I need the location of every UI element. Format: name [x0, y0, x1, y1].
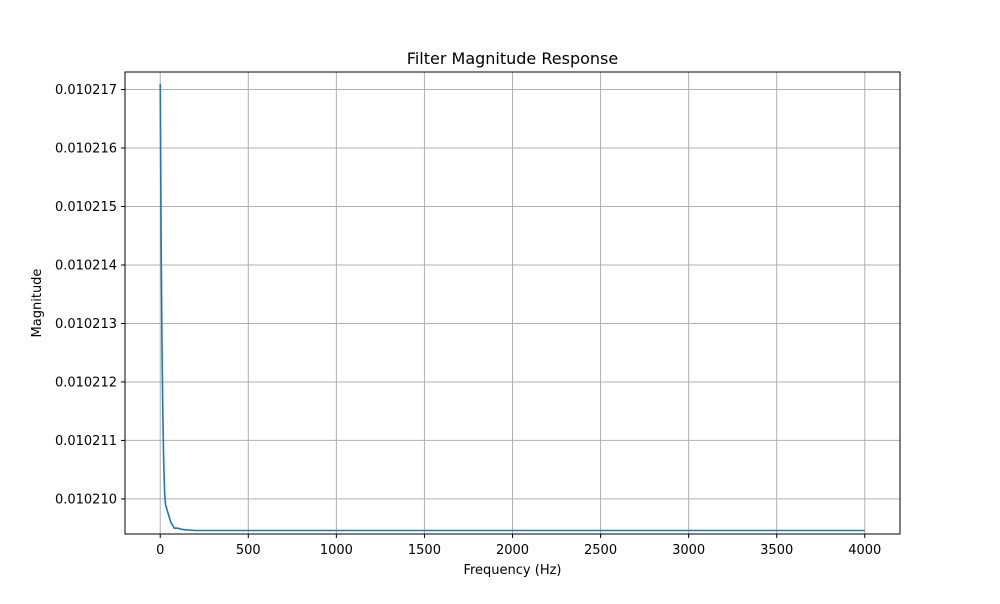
magnitude-series-line [159, 83, 865, 532]
x-tick-label: 500 [236, 543, 261, 558]
x-tick-label: 3000 [672, 543, 705, 558]
y-tick-label: 0.010217 [55, 83, 117, 98]
x-tick-label: 0 [156, 543, 164, 558]
y-axis-label: Magnitude [30, 269, 45, 338]
chart-title: Filter Magnitude Response [407, 49, 618, 68]
x-axis-label: Frequency (Hz) [463, 563, 561, 578]
x-axis-ticks: 0 500 1000 1500 2000 2500 3000 3500 4000 [156, 534, 881, 558]
y-tick-label: 0.010215 [55, 200, 117, 215]
grid [125, 72, 900, 534]
series-layer [159, 83, 865, 532]
y-tick-label: 0.010212 [55, 375, 117, 390]
x-tick-label: 4000 [848, 543, 881, 558]
y-axis-ticks: 0.010210 0.010211 0.010212 0.010213 0.010214… [55, 83, 125, 507]
y-tick-label: 0.010210 [55, 492, 117, 507]
x-tick-label: 2000 [496, 543, 529, 558]
x-tick-label: 1500 [408, 543, 441, 558]
x-tick-label: 3500 [760, 543, 793, 558]
y-tick-label: 0.010211 [55, 434, 117, 449]
y-tick-label: 0.010213 [55, 317, 117, 332]
x-tick-label: 2500 [584, 543, 617, 558]
x-tick-label: 1000 [320, 543, 353, 558]
y-tick-label: 0.010216 [55, 142, 117, 157]
y-tick-label: 0.010214 [55, 258, 117, 273]
